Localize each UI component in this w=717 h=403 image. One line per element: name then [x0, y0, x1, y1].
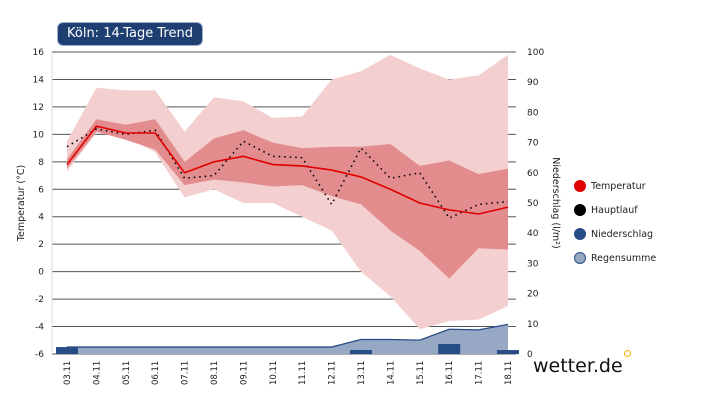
- y2-tick-label: 70: [527, 139, 539, 149]
- x-tick-label: 18.11: [504, 361, 514, 385]
- y-tick-label: 16: [33, 48, 45, 58]
- outer-range-band: [67, 54, 508, 330]
- inner-range-band: [67, 119, 508, 279]
- y2-tick-label: 40: [527, 229, 539, 239]
- x-tick-label: 07.11: [181, 361, 191, 385]
- x-tick-label: 13.11: [357, 361, 367, 385]
- legend: Temperatur Hauptlauf Niederschlag Regens…: [574, 174, 656, 270]
- y2-tick-label: 10: [527, 320, 539, 330]
- y2-tick-label: 60: [527, 169, 539, 179]
- y-tick-label: 8: [38, 158, 44, 168]
- y2-axis-title: Niederschlag (l/m²): [550, 157, 561, 248]
- legend-item-temperatur[interactable]: Temperatur: [574, 174, 656, 198]
- regensumme-line: [67, 323, 509, 348]
- y2-tick-label: 0: [527, 350, 533, 360]
- legend-item-hauptlauf[interactable]: Hauptlauf: [574, 198, 656, 222]
- y2-tick-label: 20: [527, 290, 539, 300]
- y-tick-label: 10: [33, 130, 45, 140]
- x-tick-label: 06.11: [151, 361, 161, 385]
- logo-dot: [623, 350, 631, 357]
- x-tick-label: 08.11: [210, 361, 220, 385]
- x-tick-label: 03.11: [63, 361, 73, 385]
- legend-marker: [574, 228, 586, 240]
- x-tick-label: 15.11: [416, 361, 426, 385]
- y2-tick-label: 90: [527, 78, 539, 88]
- regensumme-area: [67, 324, 508, 354]
- x-tick-label: 12.11: [328, 361, 338, 385]
- x-tick-label: 09.11: [239, 361, 249, 385]
- y-tick-label: 0: [38, 268, 44, 278]
- logo-text: wetter.de: [533, 355, 623, 377]
- y2-tick-label: 50: [527, 199, 539, 209]
- temperature-line: [66, 125, 509, 215]
- wetter-de-logo[interactable]: wetter.de: [533, 350, 631, 377]
- y2-tick-label: 100: [527, 48, 544, 58]
- chart-title: Köln: 14-Tage Trend: [57, 22, 203, 46]
- legend-marker: [574, 204, 586, 216]
- y-tick-label: 2: [38, 240, 44, 250]
- y-tick-label: -6: [35, 350, 44, 360]
- y-tick-label: 14: [33, 75, 45, 85]
- niederschlag-bar: [350, 350, 372, 354]
- niederschlag-bar: [497, 350, 519, 354]
- legend-label: Temperatur: [591, 180, 646, 192]
- y-tick-label: 6: [38, 185, 44, 195]
- x-tick-label: 16.11: [445, 361, 455, 385]
- legend-label: Regensumme: [591, 252, 657, 264]
- legend-label: Hauptlauf: [591, 204, 638, 216]
- legend-marker: [574, 252, 586, 264]
- legend-label: Niederschlag: [591, 228, 654, 240]
- x-tick-label: 05.11: [122, 361, 132, 385]
- legend-item-regensumme[interactable]: Regensumme: [574, 246, 656, 270]
- y-tick-label: -2: [35, 295, 44, 305]
- y-tick-label: 12: [33, 103, 44, 113]
- niederschlag-bar: [438, 344, 461, 354]
- x-tick-label: 11.11: [298, 361, 308, 385]
- x-tick-label: 17.11: [475, 361, 485, 385]
- niederschlag-bar: [56, 347, 78, 354]
- x-tick-label: 10.11: [269, 361, 279, 385]
- y2-tick-label: 80: [527, 108, 539, 118]
- legend-item-niederschlag[interactable]: Niederschlag: [574, 222, 656, 246]
- x-tick-label: 14.11: [386, 361, 396, 385]
- y-tick-label: 4: [38, 213, 44, 223]
- x-tick-label: 04.11: [92, 361, 102, 385]
- y-tick-label: -4: [35, 323, 44, 333]
- y2-tick-label: 30: [527, 259, 539, 269]
- y-axis-title: Temperatur (°C): [16, 165, 27, 242]
- legend-marker: [574, 180, 586, 192]
